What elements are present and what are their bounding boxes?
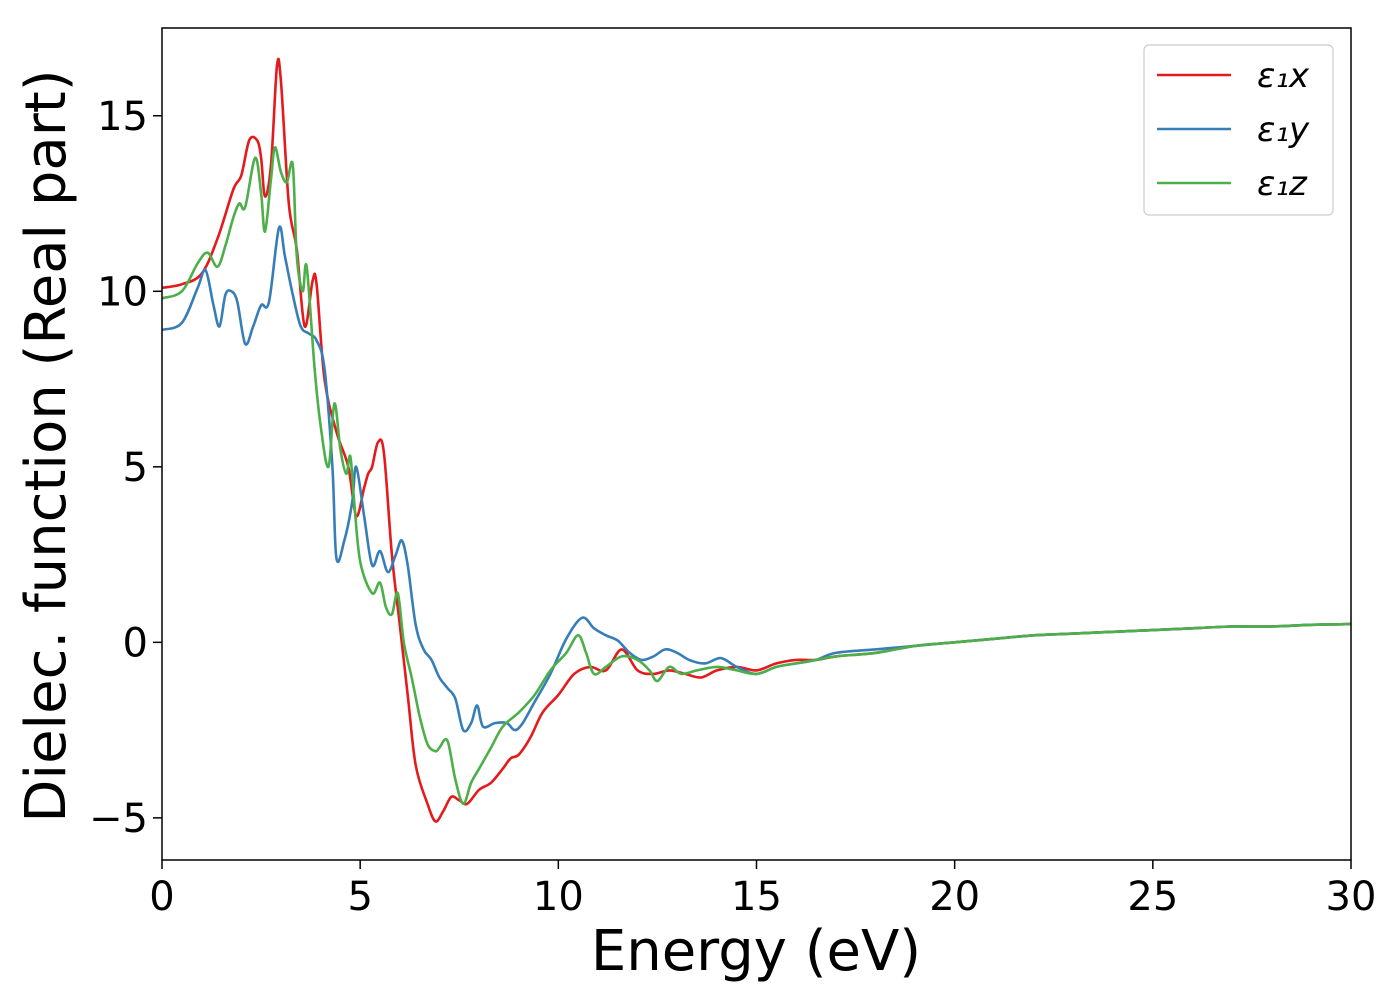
x-tick-label: 30 — [1326, 874, 1377, 920]
y-tick-label: −5 — [89, 796, 148, 842]
legend: ε₁x ε₁y ε₁z — [1143, 44, 1334, 216]
x-axis-label: Energy (eV) — [591, 919, 921, 984]
legend-entries: ε₁x ε₁y ε₁z — [1157, 56, 1310, 204]
legend-label: ε₁y — [1257, 110, 1310, 150]
x-tick-label: 10 — [533, 874, 584, 920]
y-tick-label: 5 — [123, 445, 148, 491]
legend-label: ε₁x — [1257, 56, 1310, 96]
x-axis-ticks: 0 5 10 15 20 25 30 — [149, 860, 1376, 920]
legend-box — [1143, 44, 1334, 216]
x-tick-label: 5 — [347, 874, 372, 920]
x-tick-label: 0 — [149, 874, 174, 920]
y-tick-label: 10 — [97, 269, 148, 315]
legend-label: ε₁z — [1257, 164, 1308, 204]
y-tick-label: 15 — [97, 94, 148, 140]
series-line-2 — [161, 225, 1352, 733]
x-tick-label: 15 — [731, 874, 782, 920]
x-tick-label: 20 — [929, 874, 980, 920]
y-axis-ticks: −5 0 5 10 15 — [89, 94, 162, 842]
y-tick-label: 0 — [123, 620, 148, 666]
series-lines — [161, 57, 1352, 823]
y-axis-label: Dielec. function (Real part) — [14, 69, 79, 822]
x-tick-label: 25 — [1127, 874, 1178, 920]
series-line-3 — [161, 146, 1352, 806]
